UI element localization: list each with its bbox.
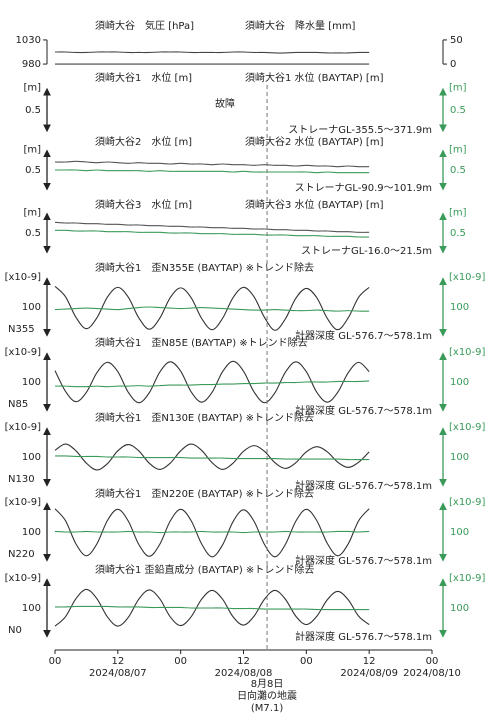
unit-label: [m] (23, 83, 41, 94)
panel-title: 須崎大谷1 歪N220E (BAYTAP) ※トレンド除去 (95, 487, 314, 500)
panel-title: 須崎大谷 気圧 [hPa] (95, 19, 194, 32)
scale-label: 100 (22, 527, 41, 538)
note: 計器深度 GL-576.7～578.1m (295, 404, 432, 417)
panel-title: 須崎大谷2 水位 [m] (95, 135, 192, 148)
x-tick-label: 00 (426, 656, 439, 667)
date-label: 2024/08/07 (89, 668, 147, 679)
unit-label: [x10-9] (5, 422, 42, 433)
right-unit-label: [x10-9] (449, 347, 486, 358)
scale-label: 100 (22, 452, 41, 463)
status-label: 故障 (215, 97, 235, 110)
panel-title: 須崎大谷1 水位 [m] (95, 71, 192, 84)
x-tick-label: 12 (111, 656, 124, 667)
date-label: 2024/08/10 (403, 668, 461, 679)
panel-title: 須崎大谷1 歪N85E (BAYTAP) ※トレンド除去 (95, 336, 308, 349)
right-unit-label: [x10-9] (449, 497, 486, 508)
series-line (54, 51, 370, 54)
scale-label: 0.5 (25, 105, 41, 116)
x-tick-label: 00 (300, 656, 313, 667)
scale-label: 100 (22, 302, 41, 313)
right-scale-label: 0.5 (450, 228, 466, 239)
panel-title: 須崎大谷1 歪N355E (BAYTAP) ※トレンド除去 (95, 261, 314, 274)
panel-title: 須崎大谷1 水位 (BAYTAP) [m] (245, 71, 384, 84)
right-scale-label: 100 (450, 302, 469, 313)
note: 計器深度 GL-576.7～578.1m (295, 329, 432, 342)
series-line (54, 455, 370, 461)
scale-label: 0.5 (25, 228, 41, 239)
right-scale-label: 0.5 (450, 165, 466, 176)
direction-label: N220 (8, 549, 35, 560)
series-line (54, 306, 370, 312)
unit-label: [m] (23, 207, 41, 218)
series-line (54, 285, 370, 331)
series-line (55, 169, 370, 174)
series-line (54, 360, 370, 404)
series-line (54, 605, 370, 611)
y-tick-label: 980 (22, 59, 41, 70)
right-unit-label: [x10-9] (449, 272, 486, 283)
series-line (54, 443, 370, 471)
scale-label: 100 (22, 377, 41, 388)
panel-title: 須崎大谷 降水量 [mm] (245, 19, 356, 32)
right-scale-label: 100 (450, 452, 469, 463)
right-unit-label: [m] (449, 83, 467, 94)
scale-label: 100 (22, 603, 41, 614)
note: ストレーナGL-16.0～21.5m (301, 245, 432, 257)
panel-title: 須崎大谷1 歪鉛直成分 (BAYTAP) ※トレンド除去 (95, 563, 314, 576)
right-scale-label: 0.5 (450, 105, 466, 116)
series-line (54, 530, 370, 534)
note: ストレーナGL-355.5～371.9m (288, 124, 432, 136)
right-unit-label: [m] (449, 144, 467, 155)
x-tick-label: 00 (49, 656, 62, 667)
scale-label: 0.5 (25, 165, 41, 176)
unit-label: [x10-9] (5, 272, 42, 283)
panel-title: 須崎大谷1 歪N130E (BAYTAP) ※トレンド除去 (95, 411, 314, 424)
x-tick-label: 00 (174, 656, 187, 667)
series-line (54, 380, 370, 388)
series-line (54, 160, 370, 168)
right-unit-label: [x10-9] (449, 422, 486, 433)
unit-label: [x10-9] (5, 497, 42, 508)
note: 計器深度 GL-576.7～578.1m (295, 554, 432, 567)
series-line (54, 588, 370, 627)
right-unit-label: [x10-9] (449, 573, 486, 584)
series-line (54, 221, 370, 233)
event-label: 8月8日 (251, 678, 284, 690)
panel-title: 須崎大谷3 水位 (BAYTAP) [m] (245, 198, 384, 211)
direction-label: N355 (8, 324, 35, 335)
direction-label: N0 (8, 625, 22, 636)
note: 計器深度 GL-576.7～578.1m (295, 630, 432, 643)
unit-label: [m] (23, 144, 41, 155)
y2-tick-label: 0 (450, 59, 456, 70)
direction-label: N85 (8, 399, 28, 410)
note: 計器深度 GL-576.7～578.1m (295, 479, 432, 492)
x-tick-label: 12 (237, 656, 250, 667)
direction-label: N130 (8, 474, 35, 485)
right-scale-label: 100 (450, 377, 469, 388)
unit-label: [x10-9] (5, 573, 42, 584)
unit-label: [x10-9] (5, 347, 42, 358)
right-unit-label: [m] (449, 207, 467, 218)
right-scale-label: 100 (450, 603, 469, 614)
date-label: 2024/08/09 (340, 668, 398, 679)
series-line (54, 508, 370, 558)
event-label: (M7.1) (251, 703, 283, 714)
panel-title: 須崎大谷2 水位 (BAYTAP) [m] (245, 135, 384, 148)
date-label: 2024/08/08 (215, 668, 273, 679)
series-line (54, 229, 370, 238)
event-label: 日向灘の地震 (237, 689, 297, 702)
note: ストレーナGL-90.9～101.9m (295, 182, 432, 194)
panel-title: 須崎大谷3 水位 [m] (95, 198, 192, 211)
y2-tick-label: 50 (450, 35, 463, 46)
x-tick-label: 12 (363, 656, 376, 667)
right-scale-label: 100 (450, 527, 469, 538)
y-tick-label: 1030 (16, 35, 41, 46)
